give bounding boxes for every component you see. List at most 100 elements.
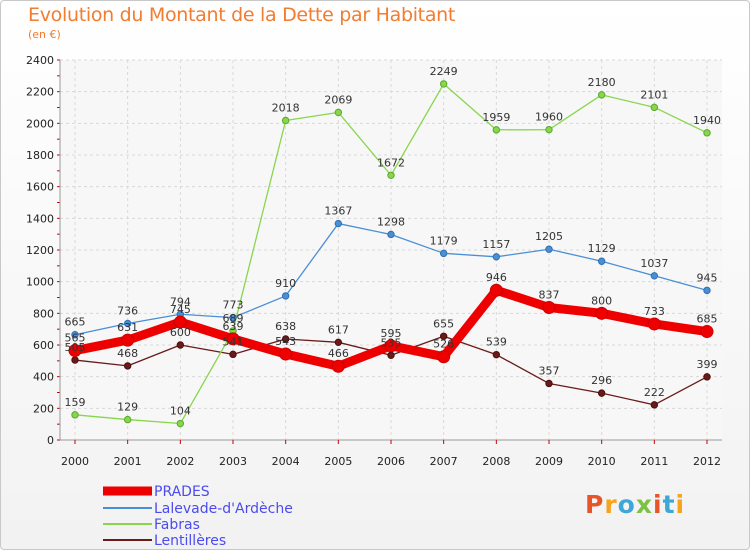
data-point — [71, 356, 79, 364]
data-point — [545, 245, 553, 253]
x-tick-label: 2001 — [114, 455, 142, 468]
data-point — [597, 389, 606, 397]
legend-label: Fabras — [154, 517, 200, 533]
data-label: 399 — [697, 358, 718, 371]
data-label: 639 — [223, 320, 244, 333]
y-tick-label: 1400 — [26, 212, 54, 225]
y-tick-label: 1600 — [26, 181, 54, 194]
data-label: 2018 — [272, 101, 300, 114]
data-label: 535 — [381, 336, 402, 349]
data-label: 1672 — [377, 156, 405, 169]
data-point — [176, 419, 185, 428]
y-tick-label: 2000 — [26, 117, 54, 130]
y-tick-label: 1000 — [26, 276, 54, 289]
y-tick-label: 2200 — [26, 86, 54, 99]
data-point — [331, 359, 345, 373]
data-point — [489, 283, 503, 297]
data-point — [334, 219, 343, 228]
data-label: 665 — [65, 316, 86, 329]
data-point — [334, 338, 343, 347]
data-label: 541 — [223, 335, 244, 348]
data-label: 689 — [223, 312, 244, 325]
data-point — [68, 344, 82, 358]
data-label: 745 — [170, 303, 191, 316]
data-label: 638 — [275, 320, 296, 333]
data-point — [703, 129, 711, 137]
data-label: 1940 — [693, 114, 721, 127]
proxiti-logo: Proxiti — [585, 490, 686, 519]
data-point — [281, 335, 290, 343]
data-label: 794 — [170, 295, 191, 308]
data-label: 773 — [223, 299, 244, 312]
data-point — [542, 300, 556, 314]
y-tick-label: 400 — [33, 371, 54, 384]
data-label: 1960 — [535, 111, 563, 124]
data-point — [492, 126, 501, 134]
data-point — [439, 249, 448, 258]
data-label: 466 — [328, 347, 349, 360]
data-label: 1157 — [482, 238, 510, 251]
data-label: 543 — [275, 335, 296, 348]
y-tick-label: 800 — [33, 307, 54, 320]
data-point — [545, 125, 553, 134]
data-label: 685 — [697, 313, 718, 326]
data-label: 1959 — [482, 111, 510, 124]
data-point — [229, 313, 237, 322]
data-label: 600 — [170, 326, 191, 339]
data-label: 2249 — [430, 65, 458, 78]
x-tick-label: 2007 — [430, 455, 458, 468]
data-point — [387, 230, 395, 239]
data-point — [71, 331, 79, 339]
data-label: 296 — [591, 374, 612, 387]
data-point — [384, 339, 398, 353]
data-label: 946 — [486, 271, 507, 284]
x-tick-label: 2003 — [219, 455, 247, 468]
data-label: 1367 — [324, 205, 352, 218]
data-point — [595, 306, 609, 320]
data-label: 222 — [644, 386, 665, 399]
data-point — [71, 411, 79, 419]
data-point — [492, 350, 501, 359]
y-tick-label: 1200 — [26, 244, 54, 257]
data-label: 655 — [433, 317, 454, 330]
data-label: 595 — [381, 327, 402, 340]
data-label: 129 — [117, 401, 138, 414]
data-point — [439, 80, 448, 88]
data-label: 945 — [697, 271, 718, 284]
data-label: 539 — [486, 336, 507, 349]
data-point — [226, 332, 240, 346]
data-point — [545, 379, 553, 388]
x-tick-label: 2002 — [166, 455, 194, 468]
data-label: 631 — [117, 321, 138, 334]
x-tick-label: 2010 — [588, 455, 616, 468]
x-tick-label: 2011 — [640, 455, 668, 468]
legend-label: Lalevade-d'Ardèche — [154, 501, 293, 517]
data-label: 736 — [117, 304, 138, 317]
legend-label: Lentillères — [154, 533, 226, 549]
data-label: 159 — [65, 396, 86, 409]
data-label: 733 — [644, 305, 665, 318]
x-tick-label: 2004 — [272, 455, 300, 468]
data-label: 1037 — [640, 257, 668, 270]
data-point — [173, 315, 187, 329]
x-tick-label: 2008 — [482, 455, 510, 468]
data-point — [121, 333, 135, 347]
data-label: 104 — [170, 405, 191, 418]
data-point — [492, 253, 501, 261]
data-point — [281, 292, 290, 300]
data-label: 1179 — [430, 234, 458, 247]
data-point — [387, 351, 395, 359]
x-tick-label: 2009 — [535, 455, 563, 468]
data-point — [650, 103, 659, 112]
data-point — [437, 350, 451, 364]
data-label: 468 — [117, 347, 138, 360]
data-label: 357 — [539, 364, 560, 377]
data-label: 1129 — [588, 242, 616, 255]
data-point — [123, 319, 132, 328]
data-label: 800 — [591, 294, 612, 307]
data-point — [703, 373, 711, 381]
x-tick-label: 2000 — [61, 455, 89, 468]
chart-subtitle: (en €) — [28, 28, 61, 41]
data-point — [279, 347, 293, 361]
